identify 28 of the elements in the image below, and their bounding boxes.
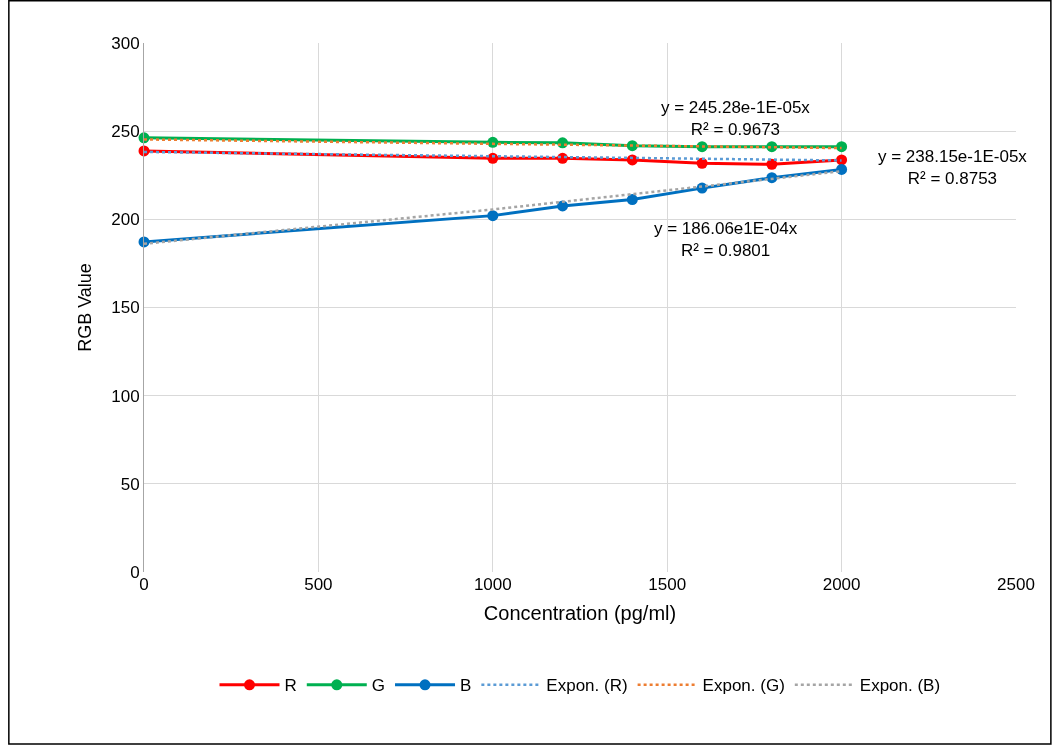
y-tick-label: 300: [111, 33, 140, 53]
x-tick-label: 1500: [648, 575, 687, 594]
x-tick-label: 2500: [997, 575, 1035, 594]
legend-label: B: [460, 676, 472, 696]
point: [836, 163, 848, 175]
legend-label: G: [371, 676, 386, 696]
point: [557, 200, 569, 212]
legend-label: Expon. (G): [702, 676, 785, 696]
y-axis-title: RGB Value: [75, 263, 96, 352]
legend-label: R: [284, 676, 297, 696]
annotation: y = 245.28e-1E-05x R² = 0.9673: [661, 98, 811, 140]
legend-label: Expon. (B): [859, 676, 941, 696]
x-tick-label: 1000: [473, 575, 512, 594]
y-tick-label: 250: [111, 122, 140, 142]
y-tick-label: 200: [111, 210, 140, 230]
y-tick-label: 150: [111, 298, 140, 318]
point: [766, 158, 778, 170]
annotation: y = 238.15e-1E-05x R² = 0.8753: [878, 147, 1028, 189]
legend-label: Expon. (R): [546, 676, 628, 696]
x-tick-label: 2000: [822, 575, 861, 594]
point: [626, 194, 638, 206]
annotation: y = 186.06e1E-04x R² = 0.9801: [654, 219, 798, 261]
x-axis-title: Concentration (pg/ml): [483, 601, 677, 624]
y-tick-label: 100: [111, 386, 140, 406]
y-tick-label: 50: [120, 474, 140, 494]
x-tick-label: 500: [304, 575, 333, 594]
point: [836, 141, 848, 153]
point: [487, 210, 499, 222]
